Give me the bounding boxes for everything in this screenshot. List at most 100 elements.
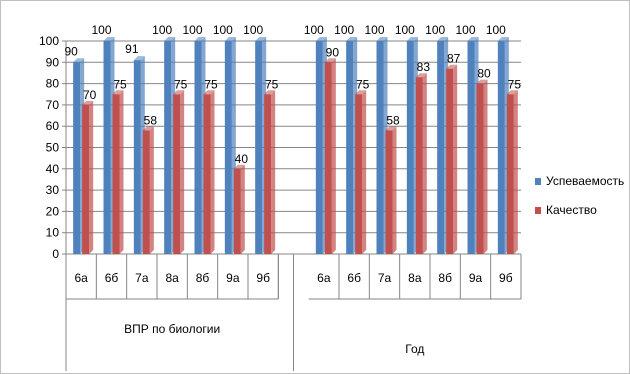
bar-kachestvo: [203, 94, 211, 254]
bar-uspevaemost: [437, 41, 445, 254]
bar-side-kachestvo: [422, 73, 427, 255]
legend-label: Качество: [546, 203, 597, 217]
bar-uspevaemost: [164, 41, 172, 254]
y-tick-label: 0: [52, 247, 59, 261]
data-label: 40: [235, 152, 249, 166]
bar-side-kachestvo: [453, 64, 458, 254]
bar-top-uspevaemost: [467, 37, 479, 41]
data-label: 100: [152, 23, 172, 37]
x-category-label: 8а: [165, 271, 179, 285]
bar-uspevaemost: [103, 41, 111, 254]
bar-top-kachestvo: [324, 58, 336, 63]
bar-top-uspevaemost: [73, 58, 85, 63]
bar-kachestvo: [233, 168, 241, 254]
data-label: 100: [425, 23, 445, 37]
data-label: 100: [455, 23, 475, 37]
data-label: 70: [83, 88, 97, 102]
bar-kachestvo: [355, 94, 363, 254]
data-label: 100: [334, 23, 354, 37]
y-tick-label: 30: [46, 183, 60, 197]
data-label: 75: [113, 77, 127, 91]
bar-side-kachestvo: [210, 90, 215, 254]
bar-top-uspevaemost: [376, 37, 388, 41]
bar-top-uspevaemost: [315, 37, 327, 41]
bar-kachestvo: [112, 94, 120, 254]
bar-top-kachestvo: [264, 90, 276, 95]
bar-top-kachestvo: [203, 90, 215, 95]
data-label: 90: [64, 44, 78, 58]
x-category-label: 9а: [226, 271, 240, 285]
data-label: 58: [144, 113, 158, 127]
bar-top-uspevaemost: [133, 56, 145, 61]
bar-side-kachestvo: [392, 126, 397, 254]
data-label: 75: [204, 77, 218, 91]
data-label: 75: [508, 77, 522, 91]
x-category-label: 9б: [256, 271, 270, 285]
bar-kachestvo: [385, 130, 393, 254]
data-label: 75: [265, 77, 279, 91]
bar-side-kachestvo: [483, 79, 488, 254]
x-category-label: 7а: [378, 271, 392, 285]
y-tick-label: 40: [46, 162, 60, 176]
y-tick-label: 80: [46, 77, 60, 91]
x-category-label: 9б: [499, 271, 513, 285]
bar-top-uspevaemost: [164, 37, 176, 41]
legend-label: Успеваемость: [546, 174, 624, 188]
data-label: 75: [174, 77, 188, 91]
bar-uspevaemost: [376, 41, 384, 254]
bar-top-kachestvo: [476, 79, 488, 84]
legend-swatch-uspevaemost: [535, 178, 541, 185]
bar-uspevaemost: [133, 60, 141, 254]
x-category-label: 8а: [408, 271, 422, 285]
bar-side-kachestvo: [119, 90, 124, 254]
x-category-label: 6б: [105, 271, 119, 285]
data-label: 87: [447, 52, 461, 66]
bar-uspevaemost: [467, 41, 475, 254]
bar-kachestvo: [173, 94, 181, 254]
data-label: 100: [486, 23, 506, 37]
data-label: 100: [182, 23, 202, 37]
y-tick-label: 10: [46, 226, 60, 240]
bar-top-kachestvo: [82, 100, 94, 105]
data-label: 91: [125, 42, 139, 56]
bar-kachestvo: [476, 83, 484, 254]
bar-uspevaemost: [406, 41, 414, 254]
bar-top-uspevaemost: [437, 37, 449, 41]
x-category-label: 6а: [317, 271, 331, 285]
bar-top-kachestvo: [355, 90, 367, 95]
bar-top-kachestvo: [415, 73, 427, 78]
bar-side-kachestvo: [180, 90, 185, 254]
data-label: 100: [364, 23, 384, 37]
y-tick-label: 70: [46, 98, 60, 112]
bar-uspevaemost: [315, 41, 323, 254]
data-label: 75: [356, 77, 370, 91]
bar-top-uspevaemost: [255, 37, 267, 41]
bar-uspevaemost: [224, 41, 232, 254]
y-tick-label: 60: [46, 119, 60, 133]
bar-uspevaemost: [73, 62, 81, 254]
bar-top-uspevaemost: [497, 37, 509, 41]
bar-top-kachestvo: [385, 126, 397, 131]
bar-top-uspevaemost: [103, 37, 115, 41]
bar-uspevaemost: [497, 41, 505, 254]
bar-top-kachestvo: [142, 126, 154, 131]
bar-top-uspevaemost: [224, 37, 236, 41]
bar-top-kachestvo: [112, 90, 124, 95]
bar-uspevaemost: [194, 41, 202, 254]
bar-top-uspevaemost: [406, 37, 418, 41]
bar-side-kachestvo: [271, 90, 276, 254]
data-label: 100: [91, 23, 111, 37]
bar-top-uspevaemost: [194, 37, 206, 41]
x-category-label: 9а: [469, 271, 483, 285]
bar-kachestvo: [446, 68, 454, 254]
bar-top-kachestvo: [233, 164, 245, 169]
bar-top-uspevaemost: [346, 37, 358, 41]
bar-kachestvo: [142, 130, 150, 254]
y-tick-label: 50: [46, 141, 60, 155]
y-tick-label: 100: [39, 34, 59, 48]
data-label: 80: [477, 67, 491, 81]
bar-side-kachestvo: [240, 164, 245, 254]
bar-side-kachestvo: [89, 100, 94, 255]
